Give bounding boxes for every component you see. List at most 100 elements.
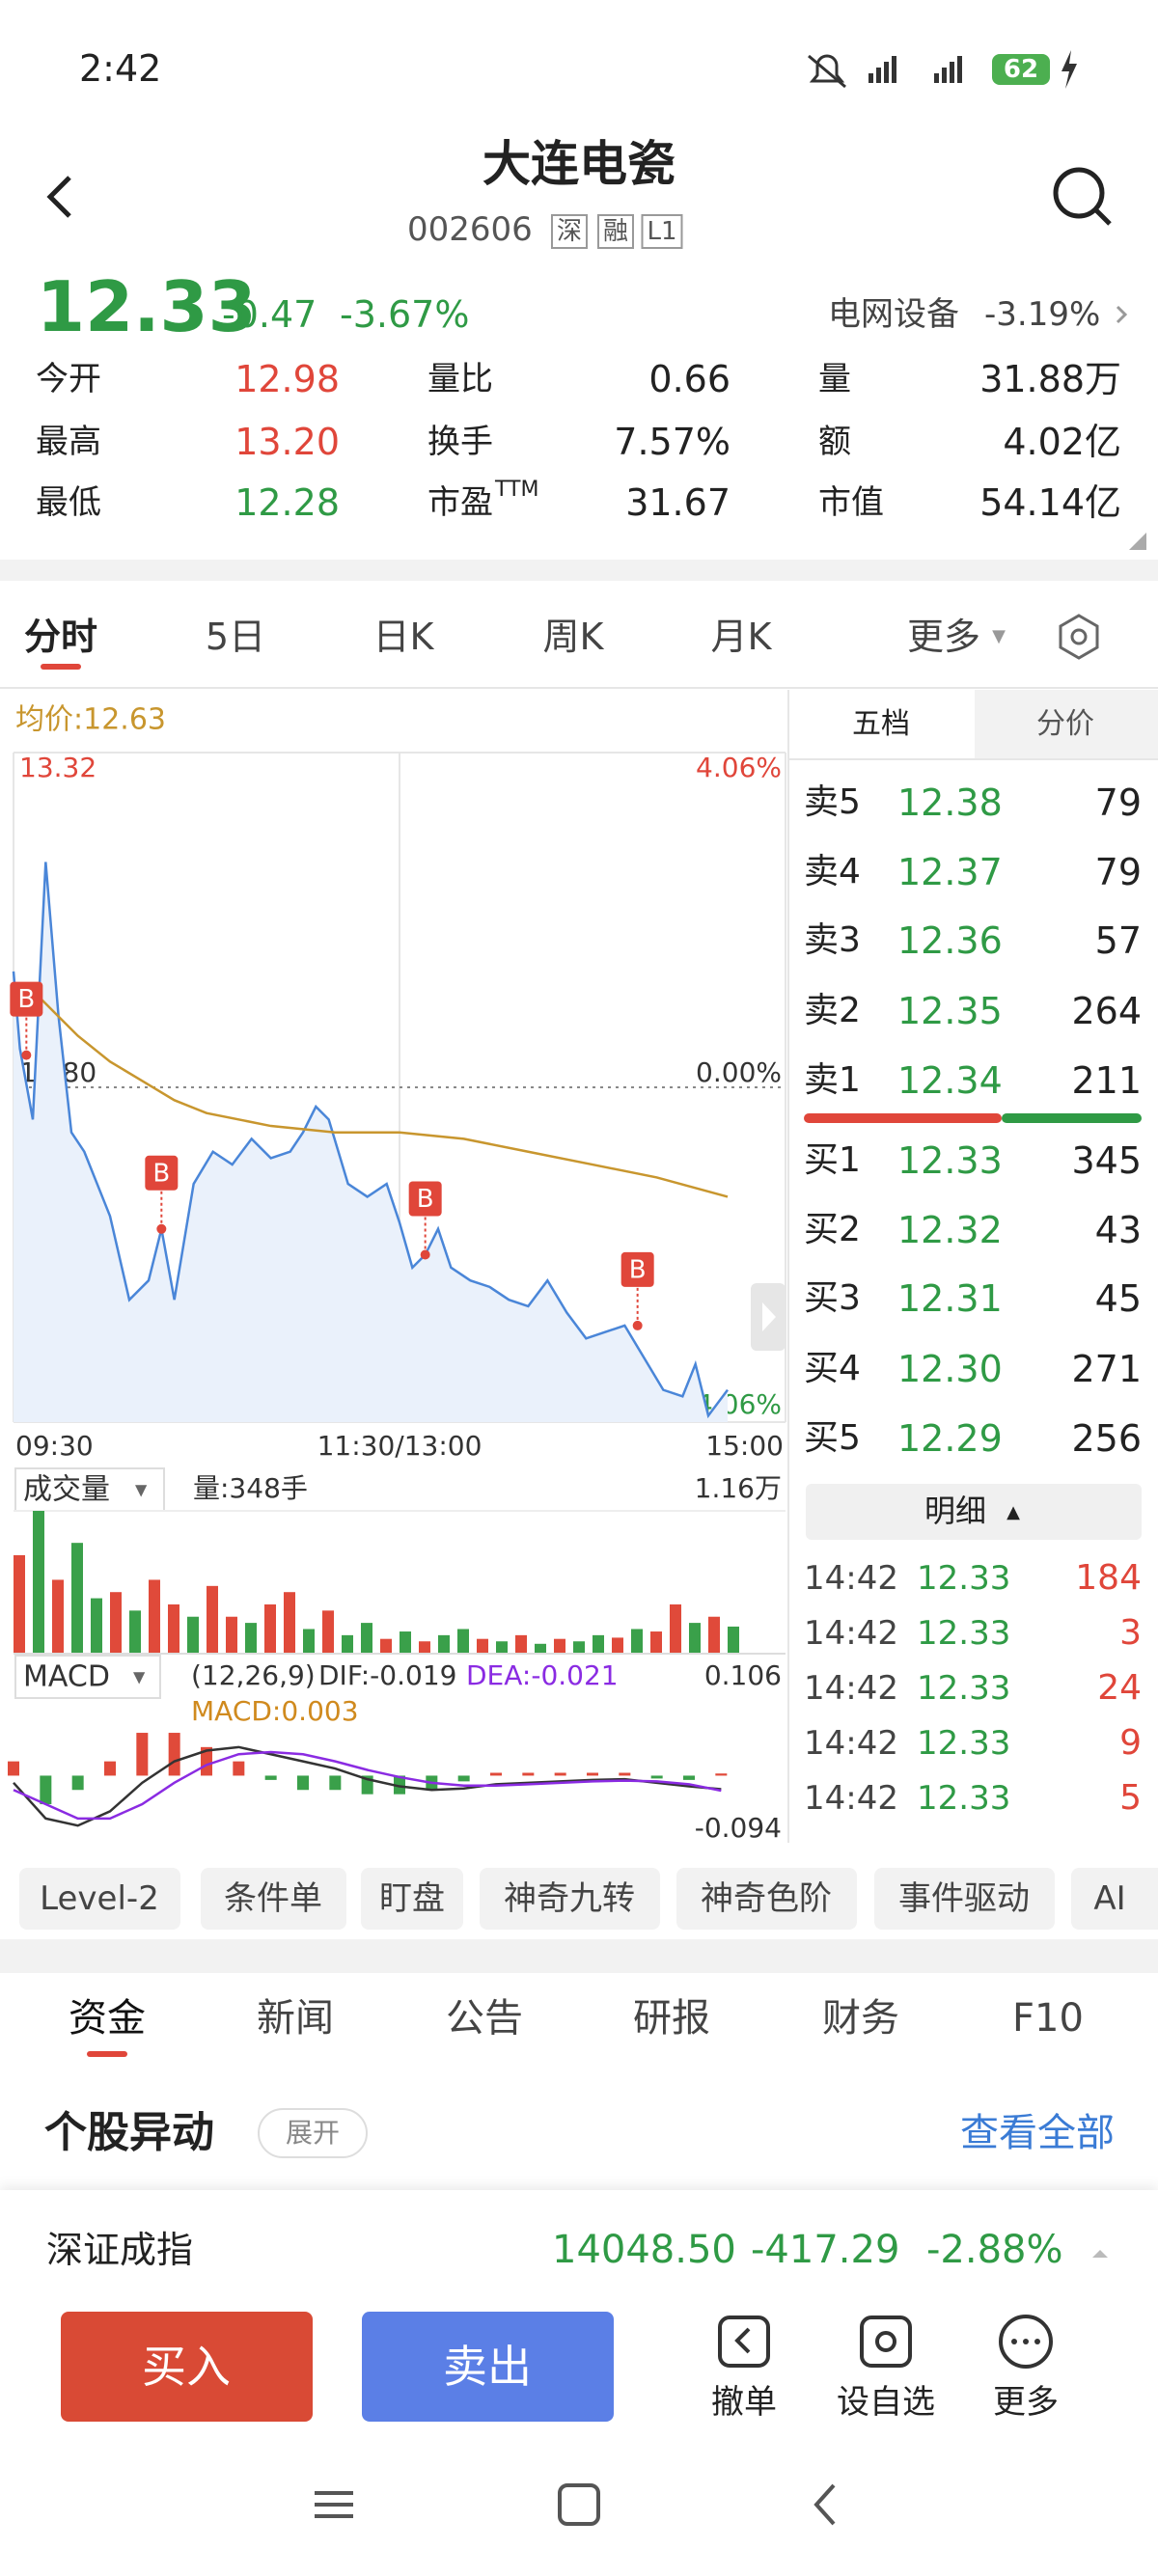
charging-icon bbox=[1062, 50, 1077, 89]
news-tab[interactable]: 财务 bbox=[822, 1996, 899, 2041]
macd-bar bbox=[490, 1772, 502, 1776]
book-price: 12.38 bbox=[897, 781, 1003, 824]
marker-box bbox=[10, 981, 43, 1017]
volume-bar bbox=[535, 1643, 546, 1654]
dif-label: DIF:-0.019 bbox=[318, 1659, 456, 1691]
nav-bar[interactable] bbox=[315, 2483, 836, 2526]
tab[interactable]: 分时 bbox=[23, 616, 98, 658]
book-price: 12.33 bbox=[897, 1139, 1003, 1182]
volume-bar bbox=[33, 1511, 44, 1654]
buy-label[interactable]: 买入 bbox=[142, 2341, 231, 2393]
macd-label: MACD:0.003 bbox=[191, 1695, 359, 1727]
trade-volume: 184 bbox=[1075, 1558, 1142, 1598]
y2-tick-label: 0.00% bbox=[696, 1056, 782, 1088]
tab[interactable]: 5日 bbox=[205, 616, 266, 658]
news-tab[interactable]: 新闻 bbox=[257, 1996, 334, 2041]
feature-button[interactable]: 事件驱动 bbox=[898, 1879, 1030, 1918]
volume-bar bbox=[342, 1634, 353, 1654]
book-price: 12.34 bbox=[897, 1059, 1003, 1102]
tab[interactable]: 月K bbox=[710, 616, 772, 658]
trade-price: 12.33 bbox=[917, 1724, 1011, 1763]
news-tab[interactable]: 资金 bbox=[69, 1996, 146, 2041]
watch-label[interactable]: 设自选 bbox=[837, 2383, 935, 2422]
feature-button[interactable]: 条件单 bbox=[224, 1879, 322, 1918]
action-icons[interactable] bbox=[718, 2315, 1053, 2369]
expand-button[interactable]: 展开 bbox=[285, 2117, 341, 2149]
sell-button[interactable] bbox=[362, 2312, 614, 2422]
change-pct: -3.67% bbox=[340, 293, 470, 336]
book-price: 12.32 bbox=[897, 1209, 1003, 1251]
corner-mark bbox=[1129, 533, 1146, 550]
view-all[interactable]: 查看全部 bbox=[960, 2111, 1115, 2155]
macd-bar bbox=[587, 1772, 598, 1776]
feature-button[interactable]: 盯盘 bbox=[379, 1879, 445, 1918]
index-value: 14048.50 bbox=[552, 2228, 736, 2272]
trade-time: 14:42 bbox=[804, 1669, 898, 1708]
stat-value: 54.14亿 bbox=[979, 481, 1121, 524]
volume-bar bbox=[168, 1603, 179, 1654]
tab[interactable]: 周K bbox=[542, 616, 604, 658]
volume-bar bbox=[477, 1638, 488, 1654]
trade-marker bbox=[420, 1249, 430, 1260]
trade-time: 14:42 bbox=[804, 1614, 898, 1653]
book-volume: 79 bbox=[1094, 851, 1142, 893]
battery bbox=[992, 54, 1050, 85]
buy-button[interactable] bbox=[61, 2312, 313, 2422]
tag: 深 bbox=[550, 214, 589, 249]
macd-bar bbox=[71, 1775, 84, 1791]
macd-bar bbox=[715, 1773, 728, 1776]
index-change-pct: -2.88% bbox=[926, 2228, 1063, 2272]
sector[interactable]: 电网设备 bbox=[828, 295, 959, 334]
feature-buttons[interactable] bbox=[19, 1868, 1158, 1930]
volume-bar bbox=[689, 1623, 701, 1654]
more-label[interactable]: 更多 bbox=[993, 2383, 1059, 2422]
volume-bar bbox=[52, 1579, 64, 1654]
news-tab[interactable]: F10 bbox=[1012, 1996, 1084, 2041]
macd-bar bbox=[297, 1775, 309, 1791]
cancel-label[interactable]: 撤单 bbox=[711, 2383, 777, 2422]
tab[interactable]: 更多 bbox=[906, 616, 981, 658]
back-button[interactable] bbox=[46, 176, 71, 218]
book-volume: 271 bbox=[1071, 1348, 1142, 1390]
macd-bar bbox=[168, 1733, 180, 1776]
volume-bar bbox=[670, 1603, 681, 1654]
book-tab[interactable]: 分价 bbox=[1036, 707, 1094, 741]
marker-label: B bbox=[629, 1255, 647, 1284]
feature-button[interactable]: 神奇色阶 bbox=[701, 1879, 832, 1918]
index-name[interactable]: 深证成指 bbox=[46, 2229, 194, 2271]
volume-bar bbox=[554, 1638, 565, 1654]
volume-bar bbox=[438, 1634, 450, 1654]
macd-bar bbox=[264, 1775, 277, 1780]
search-button[interactable] bbox=[1053, 167, 1105, 219]
volume-bar bbox=[303, 1629, 315, 1654]
feature-button[interactable]: Level-2 bbox=[40, 1879, 159, 1918]
book-price: 12.31 bbox=[897, 1277, 1003, 1320]
book-tab[interactable]: 五档 bbox=[852, 707, 910, 741]
trade-price: 12.33 bbox=[917, 1614, 1011, 1653]
volume-bar bbox=[129, 1610, 141, 1654]
expand-pill[interactable] bbox=[258, 2108, 368, 2158]
search-handle bbox=[1094, 208, 1112, 226]
book-price: 12.36 bbox=[897, 919, 1003, 962]
book-label: 卖2 bbox=[804, 991, 861, 1030]
macd-bar bbox=[522, 1772, 535, 1776]
stat-value: 31.88万 bbox=[979, 358, 1121, 400]
news-tab[interactable]: 公告 bbox=[446, 1996, 523, 2041]
separator bbox=[0, 560, 1158, 581]
sell-label[interactable]: 卖出 bbox=[443, 2341, 532, 2393]
volume-bar bbox=[361, 1623, 372, 1654]
settings-button[interactable] bbox=[1059, 614, 1099, 660]
tab[interactable]: 日K bbox=[372, 616, 434, 658]
detail-title[interactable]: 明细 bbox=[924, 1493, 987, 1529]
volume-bar bbox=[515, 1634, 527, 1654]
volume-bar bbox=[322, 1610, 334, 1654]
macd-bar bbox=[136, 1733, 149, 1776]
trade-volume: 9 bbox=[1119, 1723, 1142, 1763]
news-tab[interactable]: 研报 bbox=[633, 1996, 710, 2041]
trade-marker bbox=[632, 1320, 643, 1330]
macd-bar bbox=[329, 1775, 342, 1791]
feature-button[interactable]: AI bbox=[1093, 1879, 1126, 1918]
volume-bar bbox=[380, 1638, 392, 1654]
feature-button[interactable]: 神奇九转 bbox=[504, 1879, 635, 1918]
volume-bar bbox=[593, 1634, 604, 1654]
